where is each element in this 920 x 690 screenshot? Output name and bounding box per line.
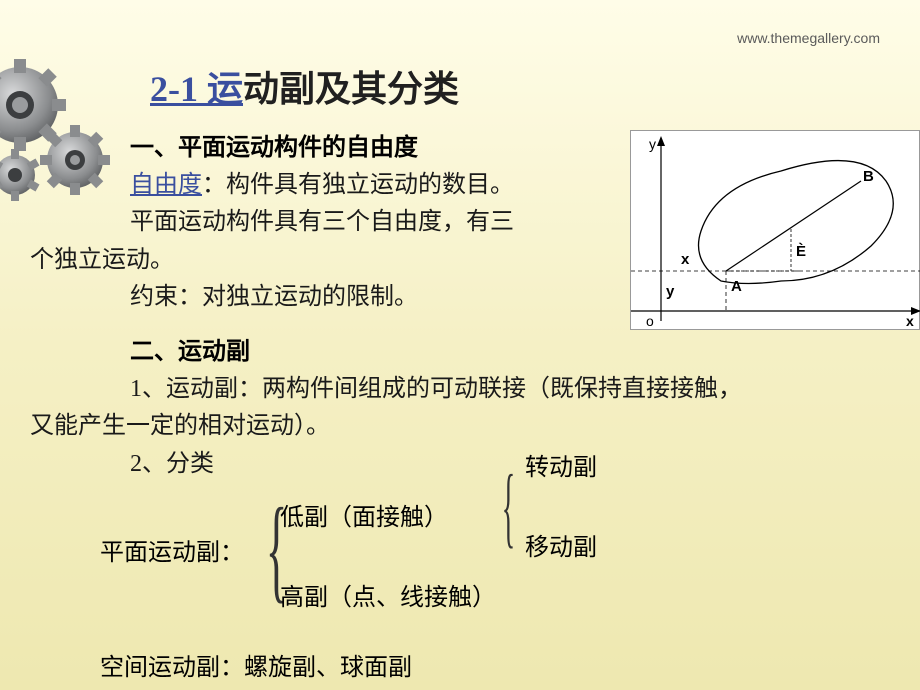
section2-line1b: 又能产生一定的相对运动）。 (30, 408, 890, 445)
title-prefix: 2-1 运 (150, 69, 243, 109)
section1-line3: 约束：对独立运动的限制。 (130, 279, 890, 316)
brace-icon-small: { (502, 439, 515, 578)
section1-line2b: 个独立运动。 (30, 242, 890, 279)
cls-rotate: 转动副 (525, 450, 597, 487)
cls-low-pair: 低副（面接触） (280, 500, 448, 537)
axis-x-label: x (906, 313, 914, 329)
cls-high-pair: 高副（点、线接触） (280, 580, 496, 617)
freedom-link[interactable]: 自由度 (130, 172, 202, 198)
section1-heading: 一、平面运动构件的自由度 (130, 130, 890, 167)
section2-heading: 二、运动副 (130, 334, 890, 371)
section1-line1: 自由度：构件具有独立运动的数目。 (130, 167, 700, 204)
slide-title: 2-1 运动副及其分类 (150, 60, 459, 112)
title-rest: 动副及其分类 (243, 69, 459, 109)
section1-line2a: 平面运动构件具有三个自由度，有三 (130, 204, 700, 241)
section2-line1: 1、运动副：两构件间组成的可动联接（既保持直接接触， (130, 371, 890, 408)
content-body: 一、平面运动构件的自由度 自由度：构件具有独立运动的数目。 平面运动构件具有三个… (30, 130, 890, 483)
source-url: www.themegallery.com (737, 30, 880, 46)
cls-slide: 移动副 (525, 530, 597, 567)
cls-planar-label: 平面运动副： (100, 535, 244, 572)
cls-spatial: 空间运动副：螺旋副、球面副 (100, 650, 412, 687)
